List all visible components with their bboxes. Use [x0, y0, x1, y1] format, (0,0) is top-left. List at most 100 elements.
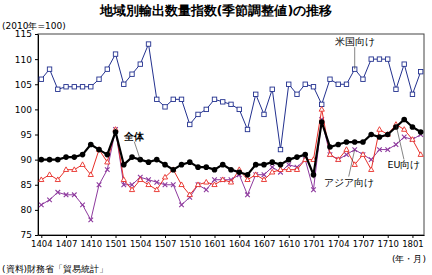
source: (資料)財務省「貿易統計」 [2, 264, 108, 274]
y-axis-title: (2010年=100) [2, 21, 66, 31]
label-leader [134, 142, 140, 160]
point [64, 193, 69, 198]
point [163, 182, 168, 187]
point [113, 52, 117, 56]
point [80, 152, 86, 158]
point [394, 87, 398, 91]
point [179, 182, 184, 187]
y-tick-mark [35, 135, 38, 136]
point [361, 152, 366, 157]
point [410, 137, 415, 142]
x-tick-label: 1707 [353, 239, 375, 249]
point [344, 147, 349, 152]
point [401, 117, 407, 123]
point [377, 57, 381, 61]
point [47, 157, 53, 163]
point [212, 182, 217, 187]
x-tick-label: 1604 [229, 239, 251, 249]
series-label: EU向け [387, 159, 420, 170]
x-tick-label: 1501 [105, 239, 127, 249]
point [47, 198, 52, 203]
point [368, 132, 374, 138]
point [88, 172, 93, 177]
x-tick-label: 1710 [377, 239, 399, 249]
point [386, 57, 390, 61]
point [179, 162, 185, 168]
point [418, 152, 423, 157]
point [344, 82, 348, 86]
series-line [41, 44, 420, 150]
x-axis: 1404140714101501150415071510160116041607… [31, 235, 425, 249]
x-tick-mark [41, 235, 42, 238]
point [195, 182, 200, 187]
x-tick-label: 1601 [204, 239, 226, 249]
x-tick: 1710 [377, 235, 399, 249]
point [228, 167, 234, 173]
x-tick-mark [289, 235, 290, 238]
x-tick-mark [165, 235, 166, 238]
point [72, 167, 77, 172]
point [302, 152, 308, 158]
point [154, 187, 159, 192]
point [55, 157, 61, 163]
point [204, 187, 209, 192]
point [286, 157, 292, 163]
y-tick-mark [35, 34, 38, 35]
point [270, 169, 275, 174]
point [335, 142, 341, 148]
x-tick: 1610 [278, 235, 300, 249]
x-tick: 1504 [130, 235, 152, 249]
y-tick: 115 [15, 29, 38, 39]
series [39, 107, 424, 197]
point [369, 57, 373, 61]
series-label: 全体 [123, 131, 145, 142]
x-tick: 1501 [105, 235, 127, 249]
y-tick-label: 95 [21, 130, 32, 140]
label-leader [354, 47, 355, 69]
x-tick-label: 1510 [179, 239, 201, 249]
point [39, 203, 44, 208]
series [39, 42, 423, 152]
point [163, 105, 167, 109]
point [394, 142, 399, 147]
point [410, 124, 416, 130]
point [294, 167, 299, 172]
y-tick-label: 85 [21, 180, 32, 190]
x-tick-label: 1801 [402, 239, 424, 249]
point [311, 172, 317, 178]
y-tick: 80 [21, 205, 38, 215]
point [72, 85, 76, 89]
y-tick: 95 [21, 130, 38, 140]
point [360, 152, 365, 157]
chart: 地域別輸出数量指数(季節調整値)の推移(2010年=100)(年・月)(資料)財… [0, 0, 432, 275]
x-tick-mark [140, 235, 141, 238]
y-tick-mark [35, 210, 38, 211]
marks [38, 42, 423, 222]
y-tick-label: 110 [15, 55, 32, 65]
x-tick-label: 1607 [254, 239, 276, 249]
point [261, 162, 267, 168]
x-tick-label: 1701 [303, 239, 325, 249]
point [336, 157, 341, 162]
point [245, 177, 250, 182]
point [105, 67, 109, 71]
point [303, 82, 307, 86]
point [419, 69, 423, 73]
x-tick: 1407 [56, 235, 78, 249]
point [88, 218, 93, 223]
point [138, 177, 143, 182]
plot: 7580859095100105110115140414071410150115… [15, 29, 425, 249]
point [187, 192, 192, 197]
point [72, 193, 77, 198]
point [129, 187, 134, 192]
series-labels: 米国向けアジア向けEU向け全体 [123, 36, 420, 187]
point [402, 62, 406, 66]
y-tick: 90 [21, 155, 38, 165]
title: 地域別輸出数量指数(季節調整値)の推移 [99, 3, 333, 18]
point [385, 132, 391, 138]
y-tick-mark [35, 84, 38, 85]
point [352, 162, 357, 167]
x-tick-mark [190, 235, 191, 238]
point [63, 167, 68, 172]
point [146, 42, 150, 46]
